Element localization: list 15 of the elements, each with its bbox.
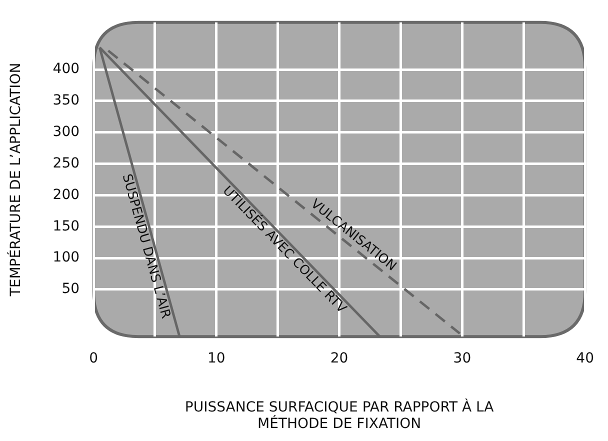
y-tick-label: 400 bbox=[52, 61, 80, 78]
x-tick-label: 10 bbox=[208, 350, 226, 367]
x-tick-label: 30 bbox=[453, 350, 472, 367]
x-tick-label: 0 bbox=[89, 350, 98, 367]
y-tick-label: 200 bbox=[52, 186, 80, 203]
y-tick-label: 300 bbox=[52, 124, 80, 140]
x-axis-title: PUISSANCE SURFACIQUE PAR RAPPORT À LA MÉTHODE DE FIXATION bbox=[184, 398, 494, 432]
y-tick-label: 250 bbox=[52, 155, 80, 172]
y-tick-label: 100 bbox=[52, 250, 80, 266]
x-tick-label: 20 bbox=[330, 350, 348, 367]
y-tick-label: 150 bbox=[52, 218, 80, 234]
y-tick-label: 350 bbox=[52, 92, 80, 109]
y-axis-title: TEMPÉRATURE DE L’APPLICATION bbox=[7, 62, 24, 298]
x-tick-label: 40 bbox=[576, 350, 594, 367]
y-tick-label: 50 bbox=[62, 281, 80, 298]
